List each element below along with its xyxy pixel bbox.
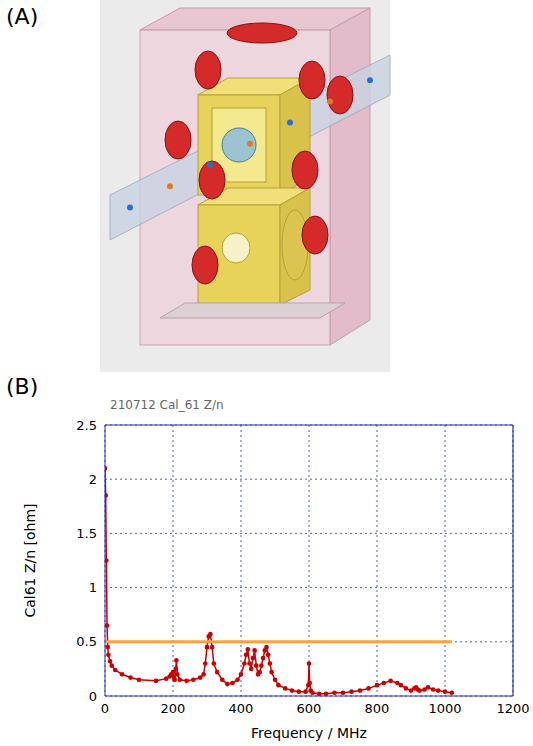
html-text:(A): (A): [6, 4, 39, 29]
svg-text:1000: 1000: [428, 701, 461, 716]
svg-text:0: 0: [89, 689, 97, 704]
svg-text:2: 2: [89, 472, 97, 487]
svg-text:400: 400: [229, 701, 254, 716]
svg-text:2.5: 2.5: [76, 418, 97, 433]
svg-text:1.5: 1.5: [76, 526, 97, 541]
svg-text:0.5: 0.5: [76, 634, 97, 649]
html-text:(B): (B): [6, 374, 39, 399]
svg-text:Frequency / MHz: Frequency / MHz: [251, 725, 367, 741]
svg-text:600: 600: [297, 701, 322, 716]
svg-text:0: 0: [101, 701, 109, 716]
svg-text:800: 800: [365, 701, 390, 716]
svg-text:1: 1: [89, 580, 97, 595]
svg-text:1200: 1200: [496, 701, 529, 716]
svg-text:200: 200: [161, 701, 186, 716]
html-text:210712 Cal_61 Z/n: 210712 Cal_61 Z/n: [110, 398, 224, 412]
svg-text:Cal61 Z/n [ohm]: Cal61 Z/n [ohm]: [22, 503, 38, 617]
